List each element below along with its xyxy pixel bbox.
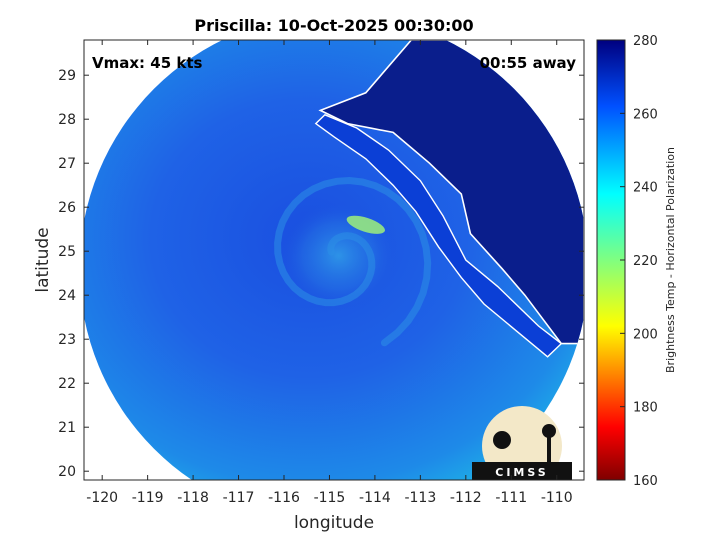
- colorbar-tick-label: 200: [633, 327, 658, 342]
- logo-base: [472, 462, 572, 480]
- chart-title: Priscilla: 10-Oct-2025 00:30:00: [194, 16, 473, 35]
- plot-area: CIMSS Vmax: 45 kts 00:55 away: [84, 40, 584, 480]
- baja-peninsula: [314, 113, 563, 358]
- vmax-annotation: Vmax: 45 kts: [92, 54, 202, 72]
- x-tick-label: -119: [132, 490, 164, 506]
- x-tick-label: -111: [495, 490, 527, 506]
- logo-text: CIMSS: [495, 466, 548, 479]
- x-tick-label: -112: [450, 490, 482, 506]
- logo-dish-icon: [493, 431, 511, 449]
- logo-water-tower-icon: [542, 424, 556, 438]
- y-tick-label: 27: [58, 156, 76, 172]
- spiral-band: [274, 176, 432, 347]
- x-tick-label: -116: [268, 490, 300, 506]
- colorbar-tick-label: 280: [633, 34, 658, 49]
- cimss-logo: CIMSS: [472, 406, 572, 480]
- colorbar-ticks: 160 180 200 220 240 260 280: [620, 34, 658, 489]
- x-tick-label: -118: [177, 490, 209, 506]
- y-tick-label: 25: [58, 244, 76, 260]
- x-tick-label: -113: [404, 490, 436, 506]
- colorbar-label: Brightness Temp - Horizontal Polarizatio…: [664, 147, 677, 373]
- swath: [84, 40, 584, 480]
- y-axis: 20 21 22 23 24 25 26 27 28 29: [58, 68, 584, 480]
- y-tick-label: 28: [58, 112, 76, 128]
- y-tick-label: 20: [58, 464, 76, 480]
- y-tick-label: 24: [58, 288, 76, 304]
- warm-spot: [346, 215, 385, 234]
- y-axis-label: latitude: [33, 227, 53, 292]
- time-away-annotation: 00:55 away: [480, 54, 577, 72]
- y-tick-label: 23: [58, 332, 76, 348]
- x-axis: -120 -119 -118 -117 -116 -115 -114 -113 -112 -111…: [86, 40, 573, 506]
- x-axis-label: longitude: [294, 513, 374, 533]
- axes-frame: [83, 39, 585, 481]
- logo-tower-leg: [547, 437, 551, 462]
- x-tick-label: -120: [86, 490, 118, 506]
- x-tick-label: -117: [223, 490, 255, 506]
- x-tick-label: -115: [314, 490, 346, 506]
- x-tick-label: -110: [541, 490, 573, 506]
- x-tick-label: -114: [359, 490, 391, 506]
- y-tick-label: 22: [58, 376, 76, 392]
- colorbar-tick-label: 260: [633, 107, 658, 122]
- logo-disc: [482, 406, 562, 480]
- colorbar-tick-label: 180: [633, 401, 658, 416]
- land-mass: [318, 40, 584, 345]
- y-tick-label: 29: [58, 68, 76, 84]
- colorbar-tick-label: 220: [633, 254, 658, 269]
- colorbar-tick-label: 160: [633, 474, 658, 489]
- y-tick-label: 21: [58, 420, 76, 436]
- colorbar-tick-label: 240: [633, 181, 658, 196]
- y-tick-label: 26: [58, 200, 76, 216]
